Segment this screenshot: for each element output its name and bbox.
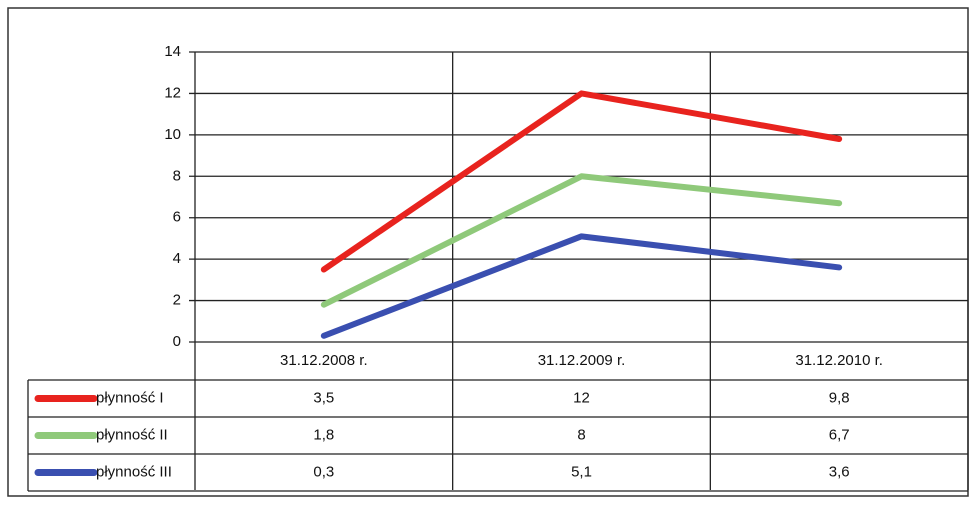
y-tick-label: 4 (173, 250, 181, 267)
table-value: 12 (573, 389, 590, 406)
y-tick-label: 14 (164, 43, 181, 60)
table-value: 3,5 (313, 389, 334, 406)
y-tick-label: 10 (164, 126, 181, 143)
x-tick-label: 31.12.2010 r. (795, 352, 883, 369)
y-tick-label: 8 (173, 167, 181, 184)
y-tick-label: 6 (173, 209, 181, 226)
chart-border (7, 7, 969, 497)
x-tick-label: 31.12.2009 r. (538, 352, 626, 369)
table-value: 8 (577, 426, 585, 443)
table-value: 0,3 (313, 463, 334, 480)
series-line (320, 173, 843, 308)
table-value: 9,8 (829, 389, 850, 406)
table-value: 6,7 (829, 426, 850, 443)
x-tick-label: 31.12.2008 r. (280, 352, 368, 369)
table-value: 5,1 (571, 463, 592, 480)
series-line (320, 233, 843, 339)
series-line (320, 90, 843, 273)
y-tick-label: 2 (173, 292, 181, 309)
table-value: 3,6 (829, 463, 850, 480)
y-tick-label: 0 (173, 333, 181, 350)
legend-label: płynność I (96, 389, 164, 406)
table-value: 1,8 (313, 426, 334, 443)
y-tick-label: 12 (164, 84, 181, 101)
legend-label: płynność III (96, 463, 172, 480)
legend-label: płynność II (96, 426, 168, 443)
